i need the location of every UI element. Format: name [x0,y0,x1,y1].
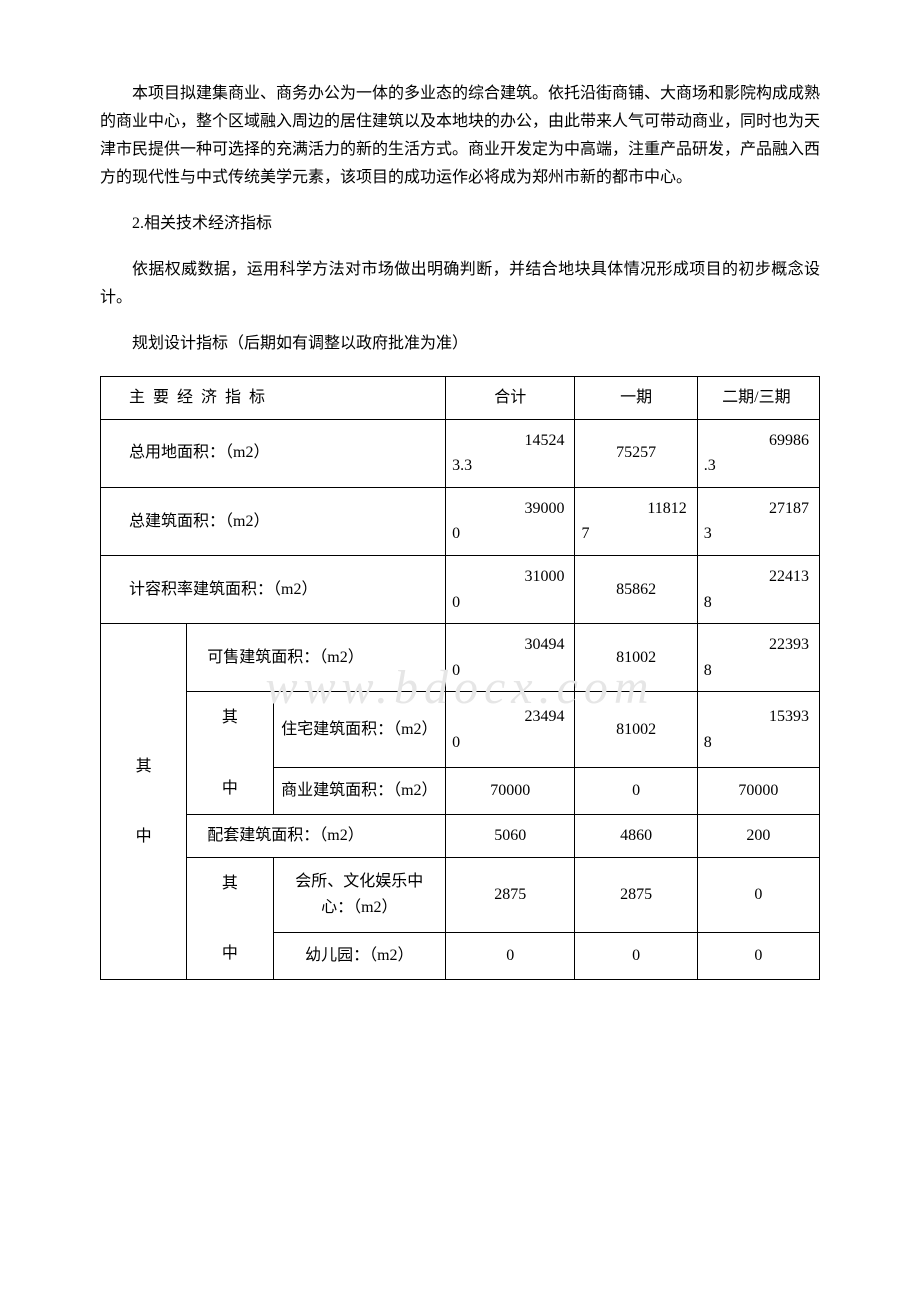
cell-club-p1: 2875 [575,857,697,932]
cell-support-total: 5060 [446,814,575,857]
row-clubhouse: 其 中 会所、文化娱乐中心：（m2） 2875 2875 0 [101,857,820,932]
label-clubhouse: 会所、文化娱乐中心：（m2） [273,857,446,932]
cell-sale-p1: 81002 [575,624,697,692]
row-saleable-area: 其 中 可售建筑面积：（m2） 30494 0 81002 22393 8 [101,624,820,692]
label-supporting: 配套建筑面积：（m2） [187,814,446,857]
label-land-area: 总用地面积：（m2） [101,419,446,487]
outer-qizhong: 其 中 [101,624,187,980]
row-residential: 其 中 住宅建筑面积：（m2） 23494 0 81002 15393 8 [101,692,820,767]
label-commercial: 商业建筑面积：（m2） [273,767,446,814]
cell-club-total: 2875 [446,857,575,932]
cell-land-p23: 69986 .3 [697,419,819,487]
row-build-area: 总建筑面积：（m2） 39000 0 11812 7 27187 3 [101,487,820,555]
cell-resid-p1: 81002 [575,692,697,767]
header-total: 合计 [446,377,575,420]
header-phase1: 一期 [575,377,697,420]
economic-indicators-table: 主 要 经 济 指 标 合计 一期 二期/三期 总用地面积：（m2） 14524… [100,376,820,980]
cell-comm-p1: 0 [575,767,697,814]
cell-far-total: 31000 0 [446,555,575,623]
row-supporting: 配套建筑面积：（m2） 5060 4860 200 [101,814,820,857]
cell-kinder-p1: 0 [575,932,697,979]
cell-support-p23: 200 [697,814,819,857]
cell-club-p23: 0 [697,857,819,932]
row-land-area: 总用地面积：（m2） 14524 3.3 75257 69986 .3 [101,419,820,487]
row-far-area: 计容积率建筑面积：（m2） 31000 0 85862 22413 8 [101,555,820,623]
header-indicator: 主 要 经 济 指 标 [101,377,446,420]
page-root: 本项目拟建集商业、商务办公为一体的多业态的综合建筑。依托沿街商铺、大商场和影院构… [0,0,920,1020]
method-paragraph: 依据权威数据，运用科学方法对市场做出明确判断，并结合地块具体情况形成项目的初步概… [100,256,820,312]
label-residential: 住宅建筑面积：（m2） [273,692,446,767]
label-kindergarten: 幼儿园：（m2） [273,932,446,979]
cell-sale-p23: 22393 8 [697,624,819,692]
cell-far-p23: 22413 8 [697,555,819,623]
cell-land-p1: 75257 [575,419,697,487]
inner2-qizhong: 其 中 [187,857,273,980]
cell-far-p1: 85862 [575,555,697,623]
cell-resid-p23: 15393 8 [697,692,819,767]
cell-comm-total: 70000 [446,767,575,814]
table-caption: 规划设计指标（后期如有调整以政府批准为准） [100,330,820,358]
table-header-row: 主 要 经 济 指 标 合计 一期 二期/三期 [101,377,820,420]
cell-sale-total: 30494 0 [446,624,575,692]
label-far-area: 计容积率建筑面积：（m2） [101,555,446,623]
cell-build-total: 39000 0 [446,487,575,555]
cell-comm-p23: 70000 [697,767,819,814]
label-build-area: 总建筑面积：（m2） [101,487,446,555]
inner1-qizhong: 其 中 [187,692,273,815]
label-saleable: 可售建筑面积：（m2） [187,624,446,692]
cell-land-total: 14524 3.3 [446,419,575,487]
cell-kinder-p23: 0 [697,932,819,979]
cell-build-p1: 11812 7 [575,487,697,555]
cell-kinder-total: 0 [446,932,575,979]
intro-paragraph: 本项目拟建集商业、商务办公为一体的多业态的综合建筑。依托沿街商铺、大商场和影院构… [100,80,820,192]
cell-build-p23: 27187 3 [697,487,819,555]
header-phase23: 二期/三期 [697,377,819,420]
section-heading: 2.相关技术经济指标 [100,210,820,238]
cell-resid-total: 23494 0 [446,692,575,767]
cell-support-p1: 4860 [575,814,697,857]
